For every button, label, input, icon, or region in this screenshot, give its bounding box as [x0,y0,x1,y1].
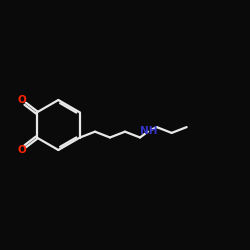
Text: NH: NH [140,126,158,136]
Text: O: O [18,145,26,155]
Text: O: O [18,95,26,105]
